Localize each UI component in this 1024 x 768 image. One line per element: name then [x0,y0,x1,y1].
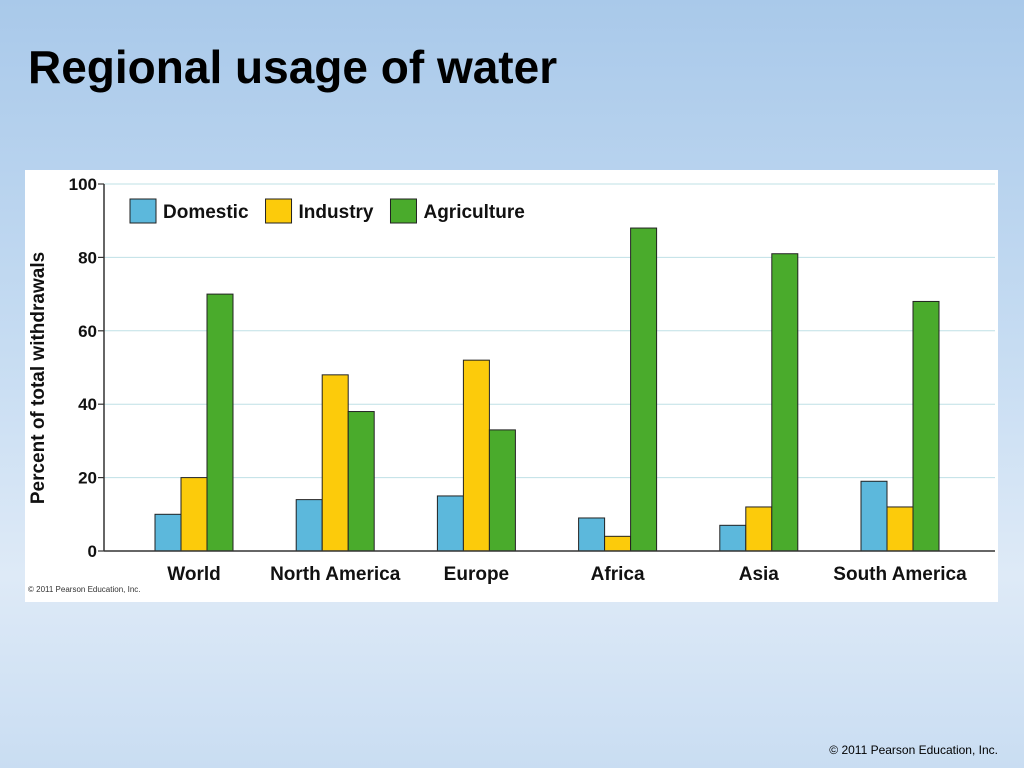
bar-domestic-europe [436,495,464,552]
legend-label-industry: Industry [299,202,374,223]
legend-swatch-industry [265,198,293,224]
y-tick-label: 100 [69,175,97,194]
bar-domestic-asia [719,524,747,552]
x-axis-categories: World North America Europe Africa Asia South … [167,564,967,585]
bar-agriculture-europe [488,429,516,552]
bar-industry-africa [604,535,632,552]
legend: Domestic Industry Agriculture [129,198,525,224]
bar-chart: 0 20 40 60 80 100 World North America Europe Afr… [28,175,995,585]
bar-agriculture-north-america [347,411,375,552]
x-category-label: World [167,564,220,585]
y-tick-label: 20 [78,469,97,488]
legend-swatch-agriculture [389,198,417,224]
gridlines [104,183,995,479]
bar-agriculture-asia [771,253,799,552]
slide-footer: © 2011 Pearson Education, Inc. [829,743,998,757]
bars [154,227,940,552]
legend-swatch-domestic [129,198,157,224]
legend-label-domestic: Domestic [163,202,249,223]
y-tick-label: 60 [78,322,97,341]
y-tick-label: 80 [78,248,97,267]
bar-industry-world [180,477,208,552]
chart-panel: 0 20 40 60 80 100 World North America Europe Afr… [25,170,998,602]
bar-industry-north-america [321,374,349,552]
bar-domestic-africa [578,517,606,552]
bar-industry-asia [745,506,773,552]
bar-agriculture-world [206,293,234,552]
slide-title: Regional usage of water [28,41,558,93]
y-tick-label: 0 [88,542,97,561]
bar-agriculture-south-america [912,300,940,552]
y-axis-title: Percent of total withdrawals [28,252,49,504]
bar-domestic-world [154,513,182,552]
x-category-label: South America [833,564,967,585]
chart-credit: © 2011 Pearson Education, Inc. [28,585,141,594]
bar-domestic-south-america [860,480,888,552]
y-axis-ticks: 0 20 40 60 80 100 [69,175,104,561]
bar-agriculture-africa [630,227,658,552]
x-category-label: North America [270,564,401,585]
x-category-label: Europe [444,564,509,585]
bar-industry-europe [462,359,490,552]
axes [103,184,995,552]
x-category-label: Africa [591,564,645,585]
x-category-label: Asia [739,564,780,585]
bar-industry-south-america [886,506,914,552]
y-tick-label: 40 [78,395,97,414]
legend-label-agriculture: Agriculture [423,202,524,223]
bar-domestic-north-america [295,499,323,552]
